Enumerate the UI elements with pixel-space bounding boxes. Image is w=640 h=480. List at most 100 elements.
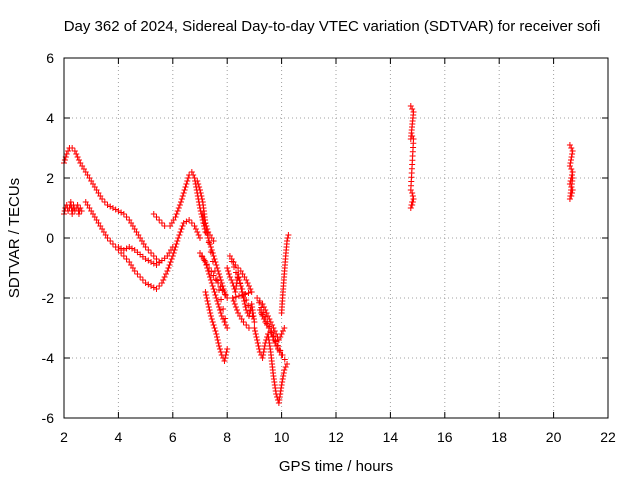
data-point <box>216 287 223 293</box>
data-point <box>205 268 212 274</box>
data-point <box>177 199 184 205</box>
data-point <box>242 304 249 310</box>
data-point <box>409 190 416 196</box>
data-point <box>235 274 242 280</box>
data-point <box>191 175 198 181</box>
data-point <box>251 319 258 325</box>
data-point <box>112 206 119 213</box>
data-point <box>115 208 122 214</box>
data-point <box>169 253 176 259</box>
data-point <box>104 235 111 241</box>
data-point <box>206 241 213 247</box>
data-point <box>254 337 261 343</box>
data-point <box>184 178 191 184</box>
data-point <box>182 184 189 190</box>
data-point <box>75 157 82 163</box>
data-point <box>229 295 236 301</box>
x-tick-label: 22 <box>600 429 616 445</box>
data-point <box>225 268 232 274</box>
data-point <box>221 291 228 298</box>
data-point <box>249 313 256 320</box>
data-point <box>203 262 210 268</box>
data-point <box>200 214 207 220</box>
data-point <box>179 193 186 199</box>
y-tick-label: 0 <box>46 230 54 246</box>
data-point <box>212 328 219 334</box>
data-points <box>61 103 576 406</box>
data-point <box>409 133 416 139</box>
data-point <box>115 244 122 250</box>
data-point <box>235 275 242 281</box>
data-point <box>176 232 183 238</box>
data-point <box>206 271 213 277</box>
data-point <box>204 265 211 271</box>
data-point <box>222 315 229 322</box>
data-point <box>123 256 130 262</box>
data-point <box>256 298 263 304</box>
data-point <box>568 166 575 172</box>
y-tick-label: -4 <box>42 350 55 366</box>
data-point <box>568 157 575 163</box>
data-point <box>233 307 240 313</box>
data-point <box>230 298 237 304</box>
data-point <box>142 244 149 250</box>
data-point <box>278 352 285 358</box>
data-point <box>226 274 233 280</box>
y-axis-label: SDTVAR / TECUs <box>6 178 23 298</box>
x-tick-label: 20 <box>546 429 562 445</box>
data-point <box>217 310 224 316</box>
data-point <box>211 289 218 295</box>
data-point <box>213 295 220 301</box>
data-point <box>279 328 286 334</box>
data-point <box>260 352 267 358</box>
data-point <box>180 190 187 196</box>
data-point <box>224 346 231 352</box>
data-point <box>232 304 239 310</box>
data-point <box>245 290 252 296</box>
data-point <box>160 277 167 283</box>
data-point <box>284 361 291 367</box>
data-point <box>158 220 165 226</box>
data-point <box>191 223 198 229</box>
data-point <box>217 349 224 355</box>
data-point <box>267 319 274 325</box>
data-point <box>156 217 163 223</box>
data-point <box>173 241 180 247</box>
data-point <box>272 337 279 344</box>
data-point <box>101 199 108 205</box>
data-point <box>203 295 210 301</box>
data-point <box>123 245 130 252</box>
data-point <box>195 232 202 238</box>
data-point <box>150 253 157 259</box>
data-point <box>202 220 209 226</box>
data-point <box>220 306 227 312</box>
data-point <box>241 301 248 307</box>
data-point <box>262 314 269 320</box>
data-point <box>212 292 219 298</box>
data-point <box>407 187 414 193</box>
data-point <box>169 244 176 250</box>
data-point <box>210 272 217 279</box>
y-tick-label: -6 <box>42 410 55 426</box>
data-point <box>569 148 576 154</box>
data-point <box>216 271 223 277</box>
data-point <box>131 268 138 274</box>
data-point <box>203 223 210 229</box>
data-point <box>197 235 203 241</box>
data-point <box>244 280 251 286</box>
data-point <box>216 304 223 310</box>
y-tick-label: -2 <box>42 290 55 306</box>
data-point <box>75 211 82 217</box>
data-point <box>213 331 220 337</box>
data-point <box>410 196 417 202</box>
data-point <box>120 253 127 259</box>
data-point <box>235 265 242 271</box>
data-point <box>259 355 266 361</box>
data-point <box>279 376 286 382</box>
data-point <box>409 193 416 199</box>
data-point <box>243 297 250 303</box>
data-point <box>263 310 270 316</box>
data-point <box>270 325 277 331</box>
data-point <box>204 298 211 304</box>
data-point <box>277 334 284 340</box>
